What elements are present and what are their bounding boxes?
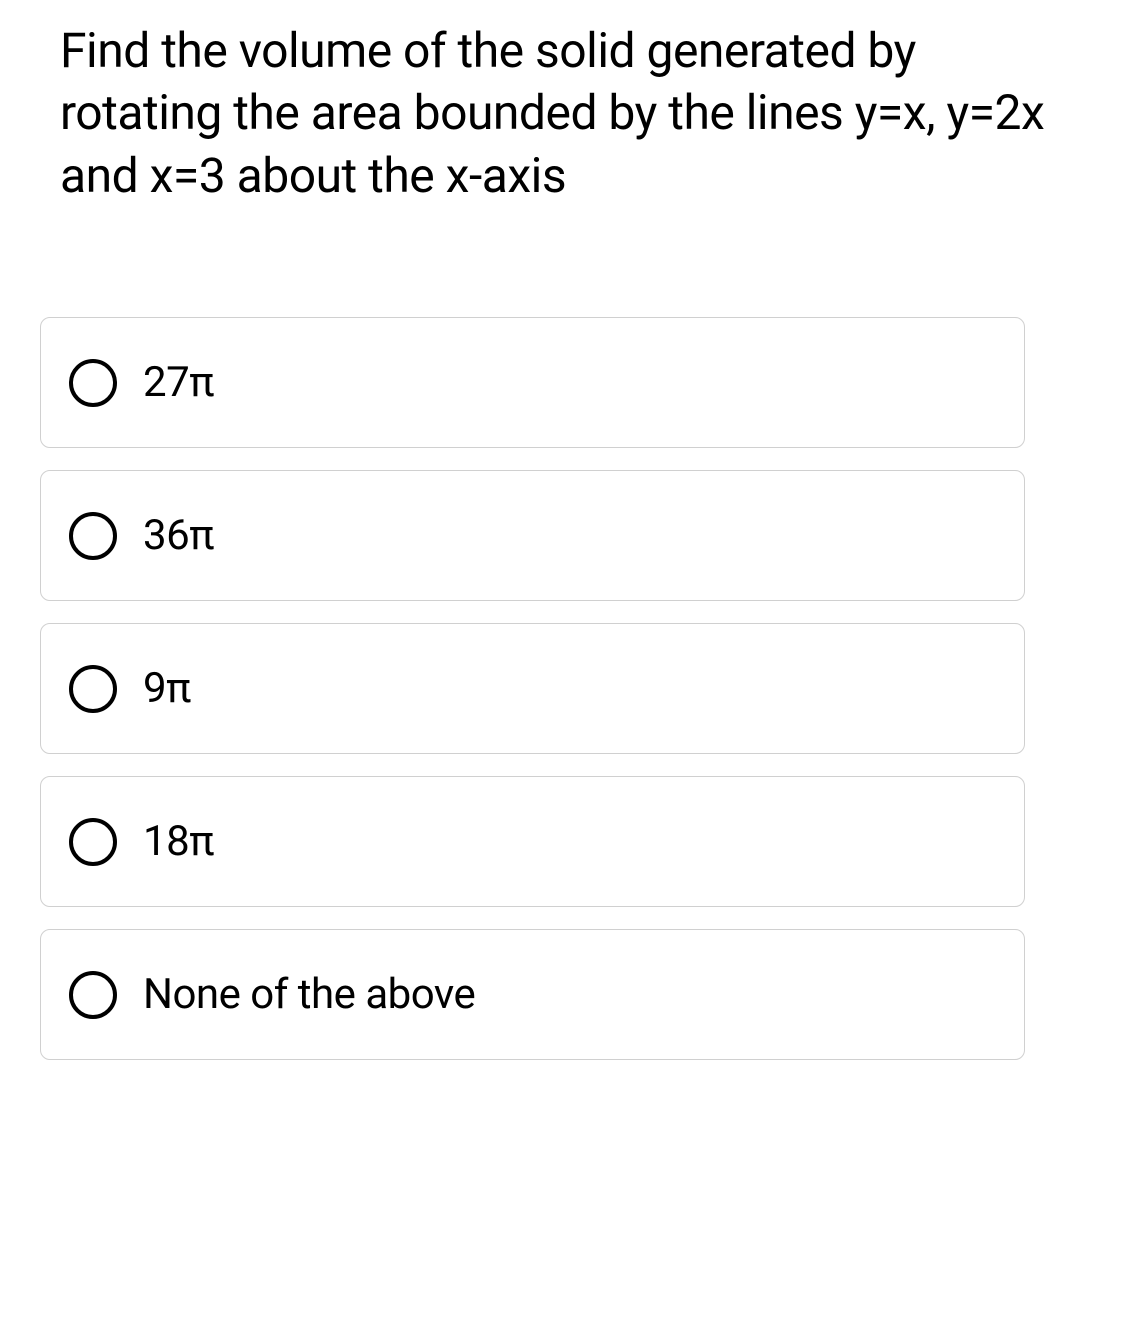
option-label: 27π [143,358,214,407]
radio-icon [69,971,117,1019]
option-5[interactable]: None of the above [40,929,1025,1060]
radio-icon [69,665,117,713]
option-label: None of the above [143,970,475,1019]
option-label: 9π [143,664,191,713]
option-label: 36π [143,511,214,560]
radio-icon [69,359,117,407]
question-text: Find the volume of the solid generated b… [60,20,1065,207]
option-2[interactable]: 36π [40,470,1025,601]
option-1[interactable]: 27π [40,317,1025,448]
options-list: 27π 36π 9π 18π None of the above [40,317,1065,1060]
radio-icon [69,818,117,866]
option-3[interactable]: 9π [40,623,1025,754]
radio-icon [69,512,117,560]
option-label: 18π [143,817,214,866]
option-4[interactable]: 18π [40,776,1025,907]
